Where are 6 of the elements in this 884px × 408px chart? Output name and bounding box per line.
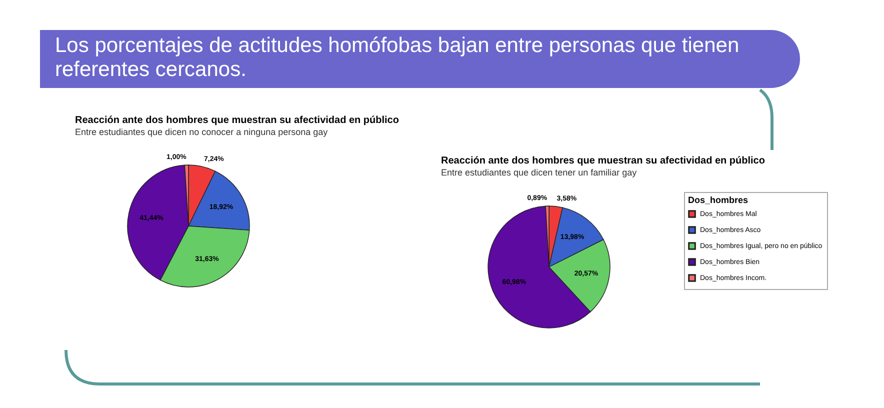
- chart-title: Reacción ante dos hombres que muestran su afectividad en público: [75, 115, 399, 126]
- chart-title: Reacción ante dos hombres que muestran su afectividad en público: [441, 156, 765, 166]
- legend-title: Dos_hombres: [688, 195, 748, 205]
- chart-subtitle: Entre estudiantes que dicen no conocer a ninguna persona gay: [75, 127, 328, 137]
- chart-subtitle: Entre estudiantes que dicen tener un familiar gay: [441, 168, 638, 178]
- text: Los porcentajes de actitudes homófobas bajan entre personas que tienen referentes cercanos.: [55, 34, 740, 82]
